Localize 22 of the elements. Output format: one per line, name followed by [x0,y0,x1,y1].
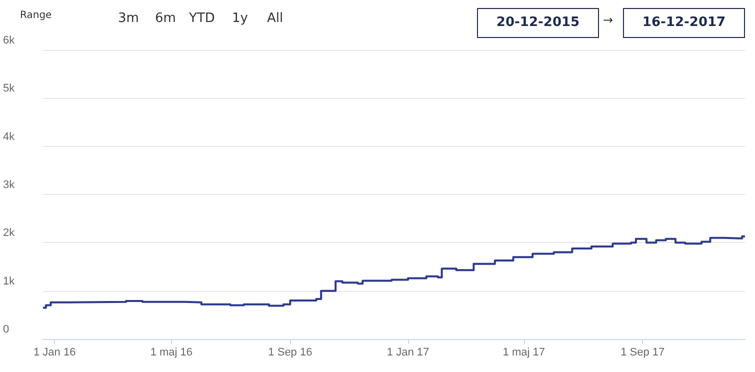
text: 16-12-2017 [623,8,745,38]
x-tick-label: 1 Jan 16 [33,346,76,358]
text: 1y [232,11,248,26]
text: 6m [155,11,176,26]
y-tick-label: 6k [3,34,16,46]
y-tick-label: 4k [3,130,16,143]
x-tick-label: 1 maj 16 [150,346,193,358]
x-tick-label: 1 Sep 16 [268,346,312,358]
x-tick-label: 1 Jan 17 [386,346,430,358]
text: All [267,11,284,26]
y-tick-label: 3k [3,179,16,191]
y-tick-label: 0 [3,324,10,336]
text: YTD [189,11,215,26]
text: Range [20,10,52,21]
x-tick-label: 1 maj 17 [502,346,545,358]
text: 3m [118,11,139,26]
x-tick-label: 1 Sep 17 [620,346,665,358]
y-tick-label: 2k [3,227,16,240]
y-tick-label: 1k [3,275,16,288]
y-tick-label: 5k [3,82,16,95]
text: 20-12-2015 [477,8,599,38]
text: → [603,13,614,27]
